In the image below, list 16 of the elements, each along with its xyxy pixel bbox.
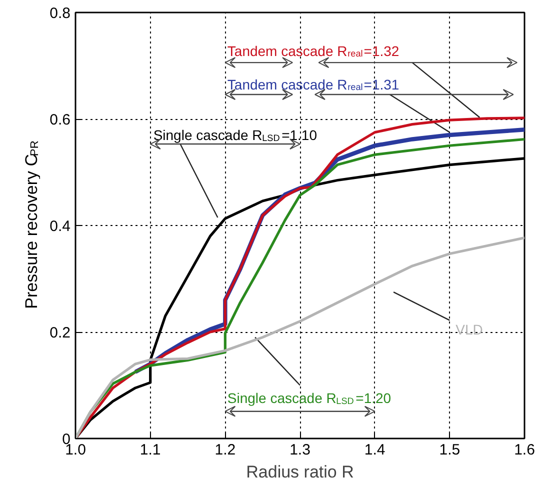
x-tick-label: 1.3 bbox=[290, 442, 310, 458]
y-tick-label: 0.6 bbox=[50, 112, 71, 128]
x-axis-title: Radius ratio R bbox=[246, 462, 354, 482]
y-tick-label: 0.4 bbox=[50, 218, 71, 235]
text: Single cascade RLSD=1.10 bbox=[153, 126, 318, 143]
x-tick-label: 1.2 bbox=[214, 442, 236, 458]
text: Tandem cascade Rreal=1.32 bbox=[227, 42, 400, 59]
y-tick-label: 0.2 bbox=[50, 324, 71, 342]
text: Single cascade RLSD=1.20 bbox=[227, 390, 392, 406]
x-tick-label: 1.6 bbox=[514, 442, 535, 458]
text: Tandem cascade Rreal=1.31 bbox=[227, 76, 400, 92]
x-tick-label: 1.5 bbox=[439, 442, 460, 458]
y-tick-label: 0.8 bbox=[50, 5, 71, 22]
x-tick-label: 1.4 bbox=[364, 442, 386, 458]
x-tick-label: 1.1 bbox=[140, 442, 161, 458]
text: VLD bbox=[456, 321, 483, 338]
